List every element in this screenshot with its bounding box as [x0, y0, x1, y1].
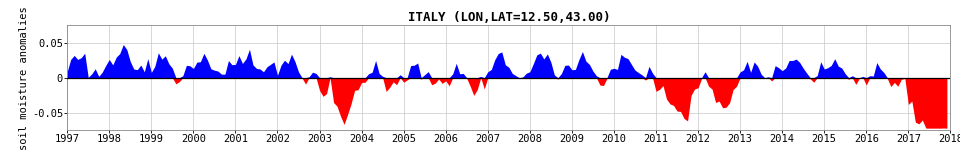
- Y-axis label: soil moisture anomalies: soil moisture anomalies: [19, 6, 29, 149]
- Title: ITALY (LON,LAT=12.50,43.00): ITALY (LON,LAT=12.50,43.00): [408, 11, 610, 24]
